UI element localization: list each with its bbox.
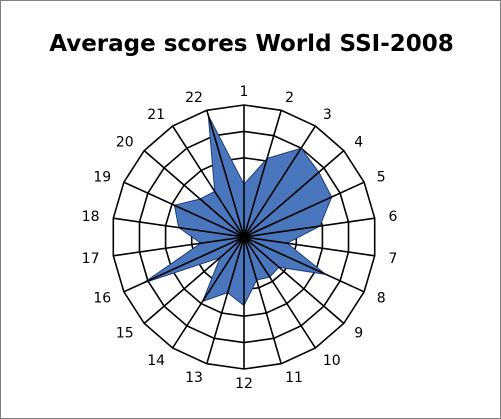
spoke-22 xyxy=(206,110,245,238)
category-label: 16 xyxy=(93,291,111,307)
category-label: 10 xyxy=(323,353,341,369)
category-label: 15 xyxy=(116,326,134,342)
spoke-9 xyxy=(243,236,345,325)
category-label: 11 xyxy=(285,370,303,386)
category-label: 1 xyxy=(240,84,249,100)
spoke-17 xyxy=(113,236,245,257)
spoke-19 xyxy=(123,181,245,238)
category-label: 5 xyxy=(377,169,386,185)
category-label: 4 xyxy=(354,134,363,150)
category-label: 2 xyxy=(285,90,294,106)
category-label: 6 xyxy=(389,209,398,225)
spoke-10 xyxy=(243,236,317,349)
spoke-21 xyxy=(171,125,245,238)
spoke-2 xyxy=(243,110,282,238)
category-label: 9 xyxy=(354,326,363,342)
category-label: 19 xyxy=(93,169,111,185)
spoke-11 xyxy=(243,236,282,364)
category-label: 13 xyxy=(185,370,203,386)
spoke-6 xyxy=(243,217,375,238)
category-label: 17 xyxy=(82,251,100,267)
spoke-4 xyxy=(243,149,345,238)
category-label: 20 xyxy=(116,134,134,150)
spoke-18 xyxy=(113,217,245,238)
category-label: 21 xyxy=(147,107,165,123)
spoke-13 xyxy=(206,236,245,364)
category-label: 14 xyxy=(147,353,165,369)
spoke-7 xyxy=(243,236,375,257)
category-label: 8 xyxy=(377,291,386,307)
spoke-15 xyxy=(143,236,245,325)
spoke-3 xyxy=(243,125,317,238)
spokes xyxy=(113,105,375,369)
spoke-20 xyxy=(143,149,245,238)
category-label: 18 xyxy=(82,209,100,225)
category-label: 7 xyxy=(389,251,398,267)
category-label: 12 xyxy=(235,376,253,392)
category-label: 3 xyxy=(323,107,332,123)
spoke-14 xyxy=(171,236,245,349)
chart-title: Average scores World SSI-2008 xyxy=(49,31,454,57)
category-label: 22 xyxy=(185,90,203,106)
spoke-16 xyxy=(123,236,245,293)
spoke-5 xyxy=(243,181,365,238)
spoke-8 xyxy=(243,236,365,293)
